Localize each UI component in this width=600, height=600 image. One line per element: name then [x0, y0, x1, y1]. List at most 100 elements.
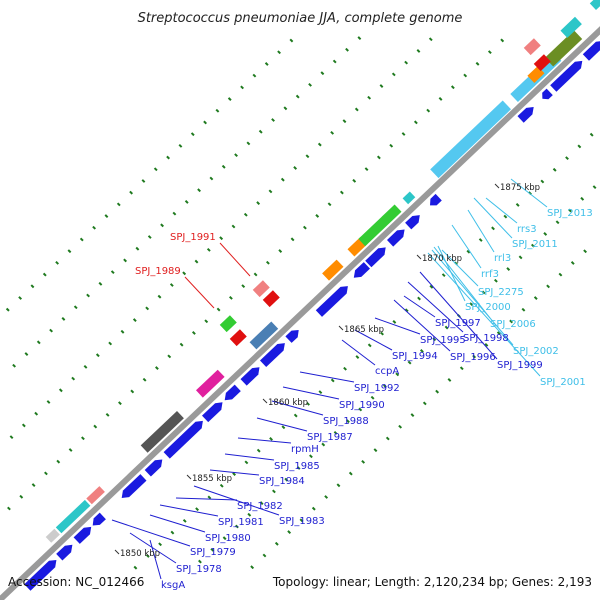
- feature-arrow[interactable]: [589, 0, 600, 10]
- feature-arrow[interactable]: [542, 88, 553, 100]
- gene-label-spj-1994[interactable]: SPJ_1994: [392, 351, 438, 362]
- tick-mark: [327, 202, 332, 207]
- gene-label-spj-2013[interactable]: SPJ_2013: [547, 208, 593, 219]
- gene-leader-line: [431, 249, 514, 346]
- tick-mark: [172, 211, 177, 216]
- feature-arrow[interactable]: [249, 321, 279, 350]
- feature-arrow[interactable]: [402, 191, 416, 205]
- tick-mark: [392, 320, 397, 324]
- pseudogene-marker[interactable]: [523, 38, 541, 56]
- tick-mark: [67, 249, 72, 254]
- gene-label-rpmh[interactable]: rpmH: [291, 444, 319, 455]
- gene-leader-line: [219, 242, 251, 277]
- feature-arrow[interactable]: [224, 384, 241, 401]
- feature-arrow[interactable]: [430, 100, 511, 179]
- feature-arrow[interactable]: [140, 411, 184, 453]
- feature-arrow[interactable]: [240, 367, 260, 386]
- gene-label-spj-2006[interactable]: SPJ_2006: [490, 319, 536, 330]
- feature-arrow[interactable]: [202, 402, 223, 423]
- feature-arrow[interactable]: [365, 247, 386, 268]
- gene-label-spj-2275[interactable]: SPJ_2275: [478, 287, 524, 298]
- feature-arrow[interactable]: [322, 259, 344, 281]
- feature-arrow[interactable]: [86, 486, 105, 505]
- feature-arrow[interactable]: [430, 193, 442, 206]
- feature-arrow[interactable]: [121, 474, 147, 498]
- tick-mark: [333, 430, 338, 435]
- gene-label-spj-1997[interactable]: SPJ_1997: [435, 318, 481, 329]
- gene-label-spj-1998[interactable]: SPJ_1998: [463, 333, 509, 344]
- tick-mark: [441, 273, 446, 278]
- tick-mark: [389, 143, 394, 148]
- pseudogene-marker[interactable]: [252, 280, 270, 298]
- pseudogene-marker[interactable]: [262, 290, 280, 308]
- gene-leader-line: [374, 317, 421, 335]
- feature-arrow[interactable]: [582, 41, 600, 61]
- gene-label-spj-1996[interactable]: SPJ_1996: [450, 352, 496, 363]
- feature-arrow[interactable]: [560, 16, 582, 38]
- feature-arrow[interactable]: [56, 544, 73, 561]
- feature-arrow[interactable]: [353, 262, 370, 278]
- tick-mark: [380, 331, 384, 336]
- tick-mark: [209, 176, 214, 181]
- gene-label-rrf3[interactable]: rrf3: [481, 269, 499, 280]
- gene-label-spj-1992[interactable]: SPJ_1992: [354, 383, 400, 394]
- gene-label-spj-1989[interactable]: SPJ_1989: [135, 266, 181, 277]
- feature-arrow[interactable]: [285, 330, 299, 343]
- tick-mark: [422, 401, 427, 406]
- gene-label-ksga[interactable]: ksgA: [161, 580, 185, 591]
- tick-mark: [19, 494, 24, 499]
- feature-arrow[interactable]: [387, 229, 405, 247]
- feature-arrow[interactable]: [517, 107, 534, 123]
- gene-label-spj-1990[interactable]: SPJ_1990: [339, 400, 385, 411]
- gene-leader-line: [467, 209, 495, 253]
- gene-label-spj-2000[interactable]: SPJ_2000: [465, 302, 511, 313]
- tick-mark: [577, 144, 582, 149]
- feature-arrow[interactable]: [92, 512, 106, 526]
- tick-mark: [354, 107, 359, 112]
- gene-label-spj-1978[interactable]: SPJ_1978: [176, 564, 222, 575]
- gene-label-spj-1995[interactable]: SPJ_1995: [420, 335, 466, 346]
- feature-arrow[interactable]: [196, 369, 225, 398]
- tick-mark: [21, 423, 26, 428]
- gene-leader-line: [271, 400, 324, 416]
- gene-label-spj-1979[interactable]: SPJ_1979: [190, 547, 236, 558]
- feature-arrow[interactable]: [55, 499, 91, 534]
- feature-arrow[interactable]: [544, 30, 583, 67]
- feature-arrow[interactable]: [405, 215, 420, 230]
- pseudogene-marker[interactable]: [219, 315, 237, 333]
- gene-label-spj-1987[interactable]: SPJ_1987: [307, 432, 353, 443]
- feature-arrow[interactable]: [550, 60, 583, 92]
- gene-label-rrs3[interactable]: rrs3: [517, 224, 537, 235]
- gene-label-spj-1983[interactable]: SPJ_1983: [279, 516, 325, 527]
- gene-label-spj-1984[interactable]: SPJ_1984: [259, 476, 305, 487]
- gene-label-spj-2011[interactable]: SPJ_2011: [512, 239, 558, 250]
- feature-arrow[interactable]: [144, 459, 163, 477]
- tick-mark: [296, 466, 301, 470]
- tick-mark: [364, 167, 369, 172]
- pseudogene-marker[interactable]: [533, 54, 551, 72]
- feature-arrow[interactable]: [260, 343, 285, 367]
- feature-arrow[interactable]: [73, 526, 92, 544]
- pseudogene-marker[interactable]: [229, 329, 247, 347]
- feature-arrow[interactable]: [315, 286, 348, 317]
- gene-label-spj-1985[interactable]: SPJ_1985: [274, 461, 320, 472]
- gene-label-spj-1982[interactable]: SPJ_1982: [237, 501, 283, 512]
- feature-arrow[interactable]: [45, 528, 60, 543]
- feature-arrow[interactable]: [358, 204, 402, 247]
- gene-label-spj-1980[interactable]: SPJ_1980: [205, 533, 251, 544]
- gene-label-ccpa[interactable]: ccpA: [375, 366, 399, 377]
- tick-mark: [221, 164, 226, 169]
- gene-label-spj-2001[interactable]: SPJ_2001: [540, 377, 586, 388]
- gene-label-spj-1981[interactable]: SPJ_1981: [218, 517, 264, 528]
- feature-arrow[interactable]: [163, 420, 203, 459]
- gene-label-spj-1999[interactable]: SPJ_1999: [497, 360, 543, 371]
- tick-mark: [592, 185, 597, 190]
- gene-label-spj-1988[interactable]: SPJ_1988: [323, 416, 369, 427]
- tick-mark: [229, 295, 233, 300]
- scale-label: 1860 kbp: [268, 398, 308, 408]
- gene-label-rrl3[interactable]: rrl3: [494, 253, 511, 264]
- tick-mark: [264, 62, 269, 66]
- gene-label-spj-1991[interactable]: SPJ_1991: [170, 232, 216, 243]
- gene-label-spj-2002[interactable]: SPJ_2002: [513, 346, 559, 357]
- feature-arrow[interactable]: [24, 560, 57, 591]
